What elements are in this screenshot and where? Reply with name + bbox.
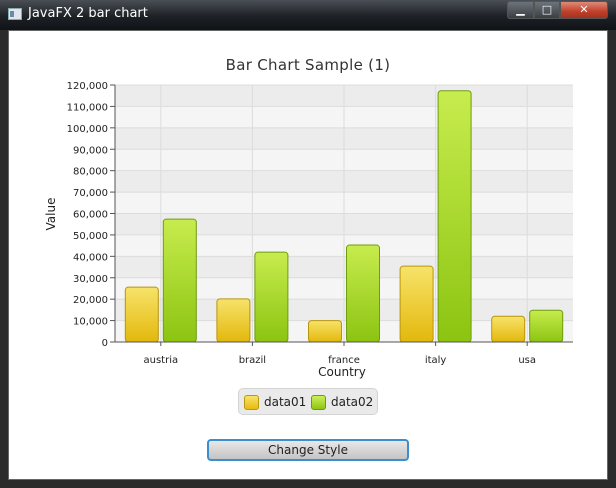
bar-data02-brazil	[254, 251, 289, 343]
y-axis-label: Value	[44, 198, 58, 231]
x-tick-label: usa	[518, 355, 536, 366]
minimize-button[interactable]: ▁	[507, 1, 534, 19]
bar-data02-austria	[162, 218, 197, 343]
chart-legend: data01 data02	[238, 388, 378, 415]
x-tick-label: france	[328, 355, 360, 366]
legend-label-data02: data02	[331, 395, 374, 409]
chart-title: Bar Chart Sample (1)	[225, 56, 391, 74]
y-tick-label: 90,000	[73, 145, 108, 156]
x-tick-label: austria	[143, 355, 178, 366]
java-app-icon	[8, 8, 22, 20]
bar-data01-usa	[491, 315, 526, 343]
x-tick-label: brazil	[239, 355, 266, 366]
y-tick-label: 80,000	[73, 167, 108, 178]
y-tick-label: 0	[102, 338, 108, 349]
legend-item-data01: data01	[244, 394, 306, 410]
bar-data01-france	[308, 320, 342, 343]
bar-data02-italy	[437, 90, 472, 343]
legend-label-data01: data01	[264, 395, 307, 409]
bar-data02-france	[346, 244, 380, 343]
bar-data01-austria	[124, 286, 159, 343]
y-tick-label: 60,000	[73, 210, 108, 221]
y-tick-label: 70,000	[73, 188, 108, 199]
bar-data01-brazil	[216, 298, 251, 343]
y-tick-label: 30,000	[73, 274, 108, 285]
change-style-button[interactable]: Change Style	[207, 439, 409, 461]
title-bar[interactable]: JavaFX 2 bar chart ▁ □ ✕	[0, 0, 616, 30]
maximize-button[interactable]: □	[534, 1, 560, 19]
bar-data01-italy	[399, 265, 434, 343]
x-tick-label: italy	[425, 355, 447, 366]
y-tick-label: 120,000	[67, 81, 108, 92]
y-tick-label: 10,000	[73, 317, 108, 328]
legend-swatch-data02	[311, 394, 326, 410]
x-axis-label: Country	[318, 365, 366, 379]
y-tick-label: 50,000	[73, 231, 108, 242]
y-tick-label: 110,000	[67, 102, 108, 113]
y-tick-label: 20,000	[73, 295, 108, 306]
y-tick-label: 40,000	[73, 252, 108, 263]
legend-swatch-data01	[244, 394, 259, 410]
close-button[interactable]: ✕	[560, 1, 608, 19]
legend-item-data02: data02	[311, 394, 373, 410]
window-title: JavaFX 2 bar chart	[28, 6, 148, 21]
y-tick-label: 100,000	[67, 124, 108, 135]
bar-data02-usa	[529, 309, 564, 343]
